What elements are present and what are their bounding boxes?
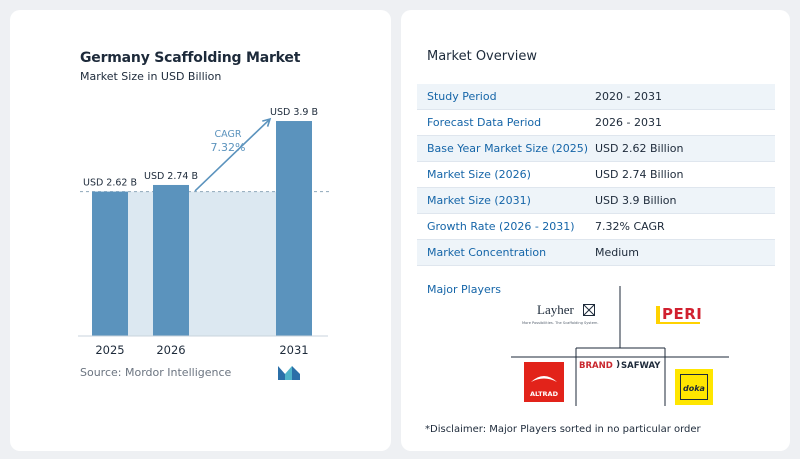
row-divider — [417, 265, 775, 266]
altrad-wing-icon — [531, 376, 557, 382]
overview-row-study-period: Study Period 2020 - 2031 — [417, 84, 775, 110]
bar-2025 — [92, 191, 128, 336]
bar-2031 — [276, 121, 312, 337]
chart-subtitle: Market Size in USD Billion — [80, 70, 222, 83]
brand-safway-logo: BRAND ) SAFWAY — [579, 360, 663, 374]
overview-row-growth-rate: Growth Rate (2026 - 2031) 7.32% CAGR — [417, 214, 775, 240]
row-divider — [417, 187, 775, 188]
altrad-name: ALTRAD — [530, 390, 558, 398]
data-label-2025: USD 2.62 B — [83, 178, 137, 189]
row-divider — [417, 161, 775, 162]
brand-name: BRAND — [579, 361, 613, 371]
row-value: 2026 - 2031 — [595, 116, 662, 129]
row-divider — [417, 109, 775, 110]
row-divider — [417, 239, 775, 240]
peri-name: PERI — [662, 305, 703, 323]
layher-tagline: More Possibilities. The Scaffolding Syst… — [522, 321, 599, 325]
source-line: Source: Mordor Intelligence — [80, 366, 231, 379]
row-value: USD 2.62 Billion — [595, 142, 684, 155]
players-grid — [511, 286, 729, 406]
cagr-arrow — [194, 118, 271, 192]
cagr-value: 7.32% — [211, 141, 246, 154]
source-value: Mordor Intelligence — [125, 366, 232, 379]
row-value: 7.32% CAGR — [595, 220, 665, 233]
peri-logo: PERI — [656, 304, 704, 326]
row-label: Market Concentration — [427, 246, 547, 259]
row-divider — [417, 213, 775, 214]
chart-title: Germany Scaffolding Market — [80, 50, 301, 66]
doka-logo: doka — [675, 369, 713, 405]
bar-2026 — [153, 184, 189, 336]
row-label: Market Size (2031) — [427, 194, 531, 207]
bar-chart: USD 2.62 B USD 2.74 B USD 3.9 B 2025 2026 20… — [78, 107, 330, 357]
x-tick-2025: 2025 — [95, 343, 124, 357]
row-value: Medium — [595, 246, 639, 259]
overview-row-size-2026: Market Size (2026) USD 2.74 Billion — [417, 162, 775, 188]
overview-row-concentration: Market Concentration Medium — [417, 240, 775, 266]
row-label: Study Period — [427, 90, 497, 103]
peri-underline — [656, 322, 700, 324]
safway-name: SAFWAY — [621, 361, 661, 371]
doka-inner-box — [680, 374, 708, 400]
row-divider — [417, 135, 775, 136]
row-label: Growth Rate (2026 - 2031) — [427, 220, 575, 233]
layher-mark-icon — [583, 304, 595, 316]
doka-name: doka — [683, 384, 705, 393]
x-tick-2031: 2031 — [279, 343, 308, 357]
data-label-2031: USD 3.9 B — [270, 107, 318, 118]
overview-row-forecast-period: Forecast Data Period 2026 - 2031 — [417, 110, 775, 136]
row-value: USD 2.74 Billion — [595, 168, 684, 181]
market-overview-title: Market Overview — [427, 49, 538, 64]
row-label: Base Year Market Size (2025) — [427, 142, 589, 155]
layher-logo: Layher More Possibilities. The Scaffoldi… — [522, 302, 605, 332]
mordor-intelligence-logo-icon — [278, 366, 300, 380]
peri-bracket-icon — [656, 306, 660, 324]
overview-row-base-year-size: Base Year Market Size (2025) USD 2.62 Bi… — [417, 136, 775, 162]
x-tick-2026: 2026 — [156, 343, 185, 357]
row-label: Forecast Data Period — [427, 116, 542, 129]
altrad-logo: ALTRAD — [524, 362, 564, 402]
cagr-label: CAGR — [215, 129, 242, 140]
chart-card: Germany Scaffolding Market Market Size i… — [10, 10, 391, 451]
row-label: Market Size (2026) — [427, 168, 531, 181]
growth-shaded-area — [128, 191, 276, 336]
row-value: 2020 - 2031 — [595, 90, 662, 103]
brand-safway-separator: ) — [616, 360, 621, 370]
market-overview-card: Market Overview Study Period 2020 - 2031… — [401, 10, 790, 451]
overview-row-size-2031: Market Size (2031) USD 3.9 Billion — [417, 188, 775, 214]
disclaimer: *Disclaimer: Major Players sorted in no … — [425, 424, 701, 435]
cagr-arrow-head — [262, 117, 272, 127]
major-players-label: Major Players — [427, 283, 501, 296]
source-label: Source: — [80, 366, 122, 379]
data-label-2026: USD 2.74 B — [144, 171, 198, 182]
layher-name: Layher — [537, 302, 574, 317]
row-value: USD 3.9 Billion — [595, 194, 677, 207]
